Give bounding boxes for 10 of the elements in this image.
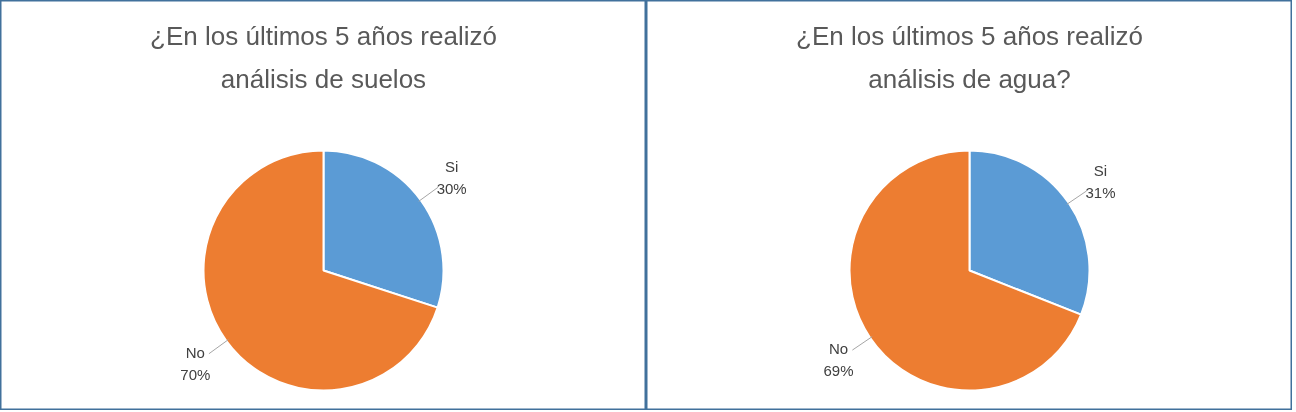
data-label: 70% [180, 366, 211, 384]
slice-label: Si [444, 157, 459, 175]
slice-label: No [185, 344, 205, 362]
slice-label: Si [1093, 161, 1108, 179]
chart-title: ¿En los últimos 5 años realizó análisis de suelos [150, 20, 497, 94]
chart-title: ¿En los últimos 5 años realizó análisis de agua? [796, 20, 1143, 94]
data-label: 31% [1085, 184, 1116, 202]
data-label: 30% [436, 179, 467, 197]
data-label: 69% [823, 362, 854, 380]
slice-label: No [828, 339, 849, 357]
